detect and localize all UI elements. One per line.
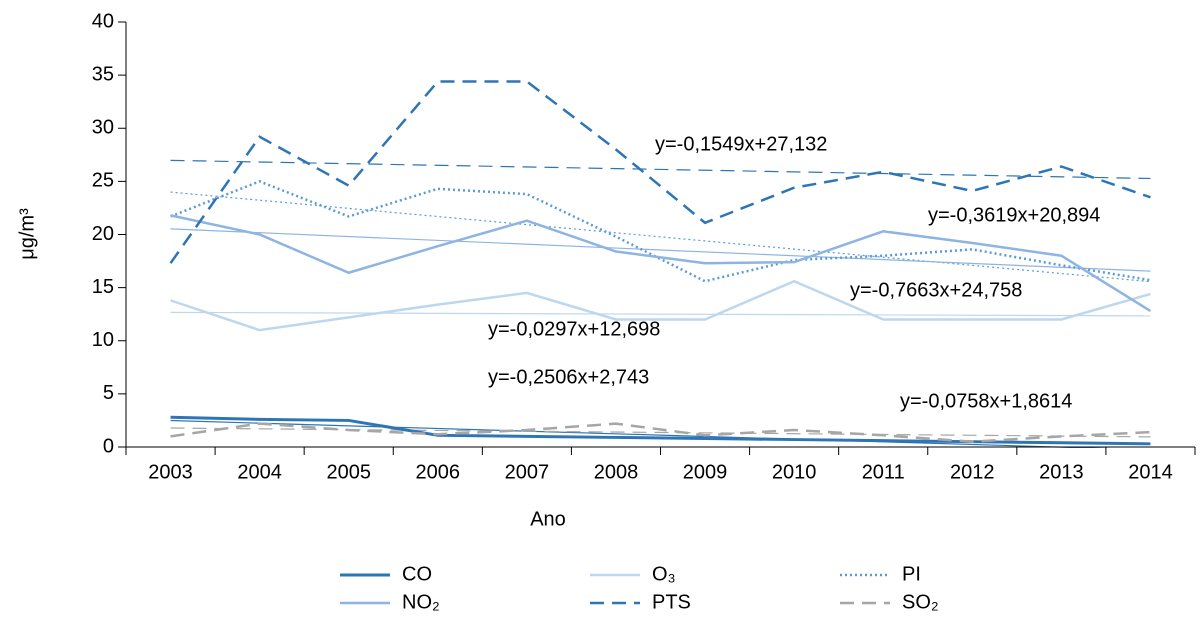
- y-axis-label: μg/m³: [16, 208, 38, 260]
- x-tick-label: 2010: [772, 461, 817, 483]
- series-line: [170, 422, 1151, 443]
- y-tick-label: 15: [92, 276, 114, 298]
- trend-line: [170, 159, 1151, 180]
- x-axis-label: Ano: [530, 508, 566, 530]
- legend-label: PI: [902, 563, 921, 585]
- y-tick-label: 0: [103, 435, 114, 457]
- trend-equation: y=-0,2506x+2,743: [488, 366, 649, 388]
- trend-line: [170, 311, 1151, 317]
- x-tick-label: 2012: [950, 461, 995, 483]
- legend-label: O₃: [652, 563, 676, 585]
- y-tick-label: 10: [92, 329, 114, 351]
- trend-equation: y=-0,0297x+12,698: [488, 318, 660, 340]
- trend-equation: y=-0,7663x+24,758: [850, 279, 1022, 301]
- trend-line: [170, 419, 1111, 448]
- legend-label: NO₂: [402, 591, 440, 613]
- legend-label: CO: [402, 563, 432, 585]
- x-tick-label: 2006: [416, 461, 461, 483]
- trend-line: [170, 191, 1151, 283]
- legend-label: PTS: [652, 591, 691, 613]
- trend-equation: y=-0,0758x+1,8614: [900, 390, 1072, 412]
- series-line: [170, 180, 1151, 283]
- y-tick-label: 30: [92, 117, 114, 139]
- x-tick-label: 2009: [683, 461, 728, 483]
- x-tick-label: 2008: [594, 461, 639, 483]
- legend-label: SO₂: [902, 591, 939, 613]
- y-tick-label: 20: [92, 223, 114, 245]
- x-tick-label: 2003: [148, 461, 193, 483]
- y-tick-label: 35: [92, 63, 114, 85]
- series-line: [169, 80, 1151, 264]
- y-tick-label: 5: [103, 382, 114, 404]
- x-tick-label: 2014: [1128, 461, 1173, 483]
- y-tick-label: 40: [92, 10, 114, 32]
- trend-line: [170, 228, 1151, 272]
- trend-equation: y=-0,1549x+27,132: [655, 133, 827, 155]
- x-tick-label: 2007: [505, 461, 550, 483]
- series-line: [170, 214, 1152, 313]
- x-tick-label: 2011: [862, 461, 905, 483]
- y-tick-label: 25: [92, 170, 114, 192]
- x-tick-label: 2005: [326, 461, 371, 483]
- x-tick-label: 2013: [1039, 461, 1084, 483]
- x-tick-label: 2004: [237, 461, 282, 483]
- trend-equation: y=-0,3619x+20,894: [928, 204, 1100, 226]
- series-line: [170, 279, 1151, 332]
